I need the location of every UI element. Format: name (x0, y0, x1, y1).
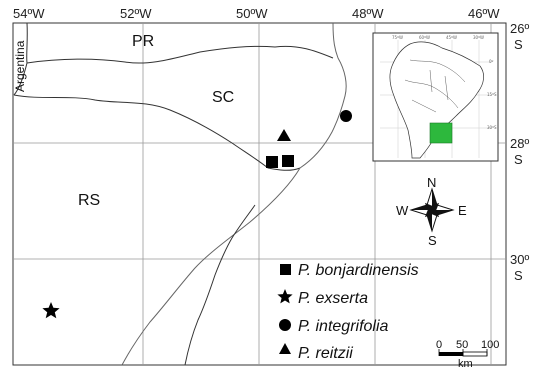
compass-s: S (428, 233, 437, 248)
inset-lat-1: 0º (489, 59, 494, 64)
legend-label-bonjardinensis: P. bonjardinensis (298, 262, 419, 279)
marker-bonjardinensis-1 (266, 156, 278, 168)
lat-label-26-hemi: S (514, 37, 523, 52)
scale-tick-0: 0 (436, 339, 442, 351)
longitude-labels: 54ºW 52ºW 50ºW 48ºW 46ºW (13, 6, 500, 21)
compass-rose: N S W E (396, 175, 467, 248)
compass-star-icon (409, 187, 455, 233)
marker-exserta (42, 302, 60, 319)
inset-lon-2: 60ºW (419, 35, 430, 40)
compass-n: N (427, 175, 436, 190)
inset-lat-2: 15ºS (487, 92, 497, 97)
lon-label-48: 48ºW (352, 6, 384, 21)
lat-label-30-deg: 30º (510, 252, 529, 267)
legend: P. bonjardinensis P. exserta P. integrif… (277, 262, 419, 362)
region-label-pr: PR (132, 33, 154, 50)
lon-label-46: 46ºW (468, 6, 500, 21)
lon-label-52: 52ºW (120, 6, 152, 21)
inset-lon-3: 45ºW (446, 35, 457, 40)
country-label-argentina: Argentina (13, 40, 27, 92)
legend-symbol-triangle (279, 343, 291, 354)
scale-tick-50: 50 (456, 339, 468, 351)
sc-rs-border (13, 94, 301, 171)
legend-label-reitzii: P. reitzii (298, 345, 353, 362)
legend-label-exserta: P. exserta (298, 290, 368, 307)
legend-symbol-circle (279, 319, 291, 331)
inset-map: 75ºW 60ºW 45ºW 30ºW 0º 15ºS 30ºS (372, 32, 499, 162)
inset-study-area (429, 122, 453, 144)
lat-label-28-hemi: S (514, 152, 523, 167)
marker-bonjardinensis-2 (282, 155, 294, 167)
sc-coastline (299, 22, 347, 169)
scale-bar: 0 50 100 km (436, 339, 499, 370)
political-borders (13, 22, 347, 366)
argentina-border (13, 22, 28, 96)
lon-label-54: 54ºW (13, 6, 45, 21)
scale-unit: km (458, 358, 473, 370)
inset-lat-3: 30ºS (487, 125, 497, 130)
legend-label-integrifolia: P. integrifolia (298, 318, 389, 335)
lon-label-50: 50ºW (236, 6, 268, 21)
rs-coastline (121, 167, 301, 366)
region-label-sc: SC (212, 89, 234, 106)
inset-country-borders (404, 59, 466, 113)
marker-integrifolia (340, 110, 352, 122)
lat-label-26-deg: 26º (510, 21, 529, 36)
lat-label-28-deg: 28º (510, 136, 529, 151)
scale-tick-100: 100 (481, 339, 499, 351)
lagoa-dos-patos (184, 204, 256, 366)
latitude-labels: 26º S 28º S 30º S (510, 21, 529, 283)
legend-symbol-star (277, 289, 293, 304)
compass-w: W (396, 203, 409, 218)
region-label-rs: RS (78, 192, 100, 209)
pr-sc-border (26, 45, 334, 64)
occurrence-markers (42, 110, 352, 319)
inset-lon-4: 30ºW (473, 35, 484, 40)
marker-reitzii (277, 129, 291, 141)
inset-lon-1: 75ºW (392, 35, 403, 40)
lat-label-30-hemi: S (514, 268, 523, 283)
compass-e: E (458, 203, 467, 218)
legend-symbol-square (280, 264, 291, 275)
